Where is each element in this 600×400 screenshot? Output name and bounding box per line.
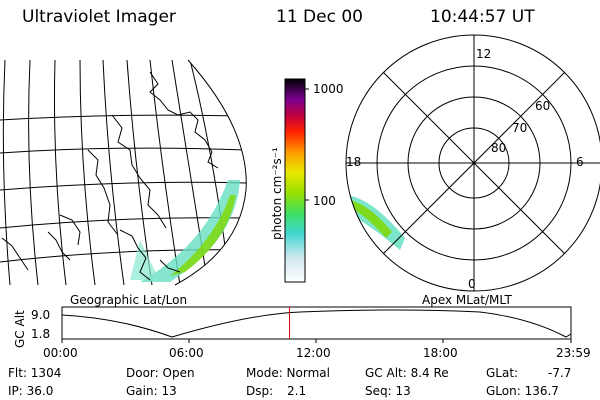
header-date: 11 Dec 00 — [276, 7, 363, 27]
header-time: 10:44:57 UT — [430, 7, 535, 27]
mlat-label-60: 60 — [535, 99, 551, 113]
colorbar-gradient — [284, 78, 306, 283]
time-tick-2359: 23:59 — [556, 346, 591, 360]
glat-value: -7.7 — [548, 366, 572, 380]
gain-value: Gain: 13 — [126, 384, 177, 398]
mlat-label-80: 80 — [491, 141, 507, 155]
mlt-label-12: 12 — [476, 47, 492, 61]
glon-value: GLon: 136.7 — [486, 384, 559, 398]
polar-caption: Apex MLat/MLT — [422, 293, 512, 307]
globe-limb — [174, 59, 247, 286]
time-tick-1200: 12:00 — [296, 346, 331, 360]
altitude-curve — [61, 309, 572, 338]
sequence-number: Seq: 13 — [365, 384, 411, 398]
coastlines — [1, 71, 219, 281]
map-caption: Geographic Lat/Lon — [70, 293, 188, 307]
ip-value: IP: 36.0 — [8, 384, 54, 398]
polar-aurora — [346, 195, 405, 250]
mlt-label-0: 0 — [468, 277, 476, 291]
dsp-label: Dsp: — [246, 384, 274, 398]
mlat-label-70: 70 — [512, 121, 528, 135]
altitude-ytick-9: 9.0 — [31, 308, 51, 322]
time-tick-1800: 18:00 — [423, 346, 458, 360]
colorbar-label-100: 100 — [313, 194, 336, 208]
gc-altitude: GC Alt: 8.4 Re — [365, 366, 449, 380]
door-status: Door: Open — [126, 366, 195, 380]
mode-value: Mode: Normal — [246, 366, 330, 380]
time-tick-0600: 06:00 — [169, 346, 204, 360]
altitude-ylabel: GC Alt — [13, 310, 27, 348]
dsp-value: 2.1 — [287, 384, 307, 398]
polar-grid — [345, 34, 600, 292]
glat-label: GLat: — [486, 366, 519, 380]
time-tick-0000: 00:00 — [43, 346, 78, 360]
instrument-title: Ultraviolet Imager — [22, 7, 176, 27]
altitude-ytick-1.8: 1.8 — [31, 327, 51, 341]
colorbar-label-1000: 1000 — [313, 82, 344, 96]
mlt-label-6: 6 — [576, 155, 584, 169]
flight-number: Flt: 1304 — [8, 366, 62, 380]
mlt-label-18: 18 — [346, 155, 362, 169]
